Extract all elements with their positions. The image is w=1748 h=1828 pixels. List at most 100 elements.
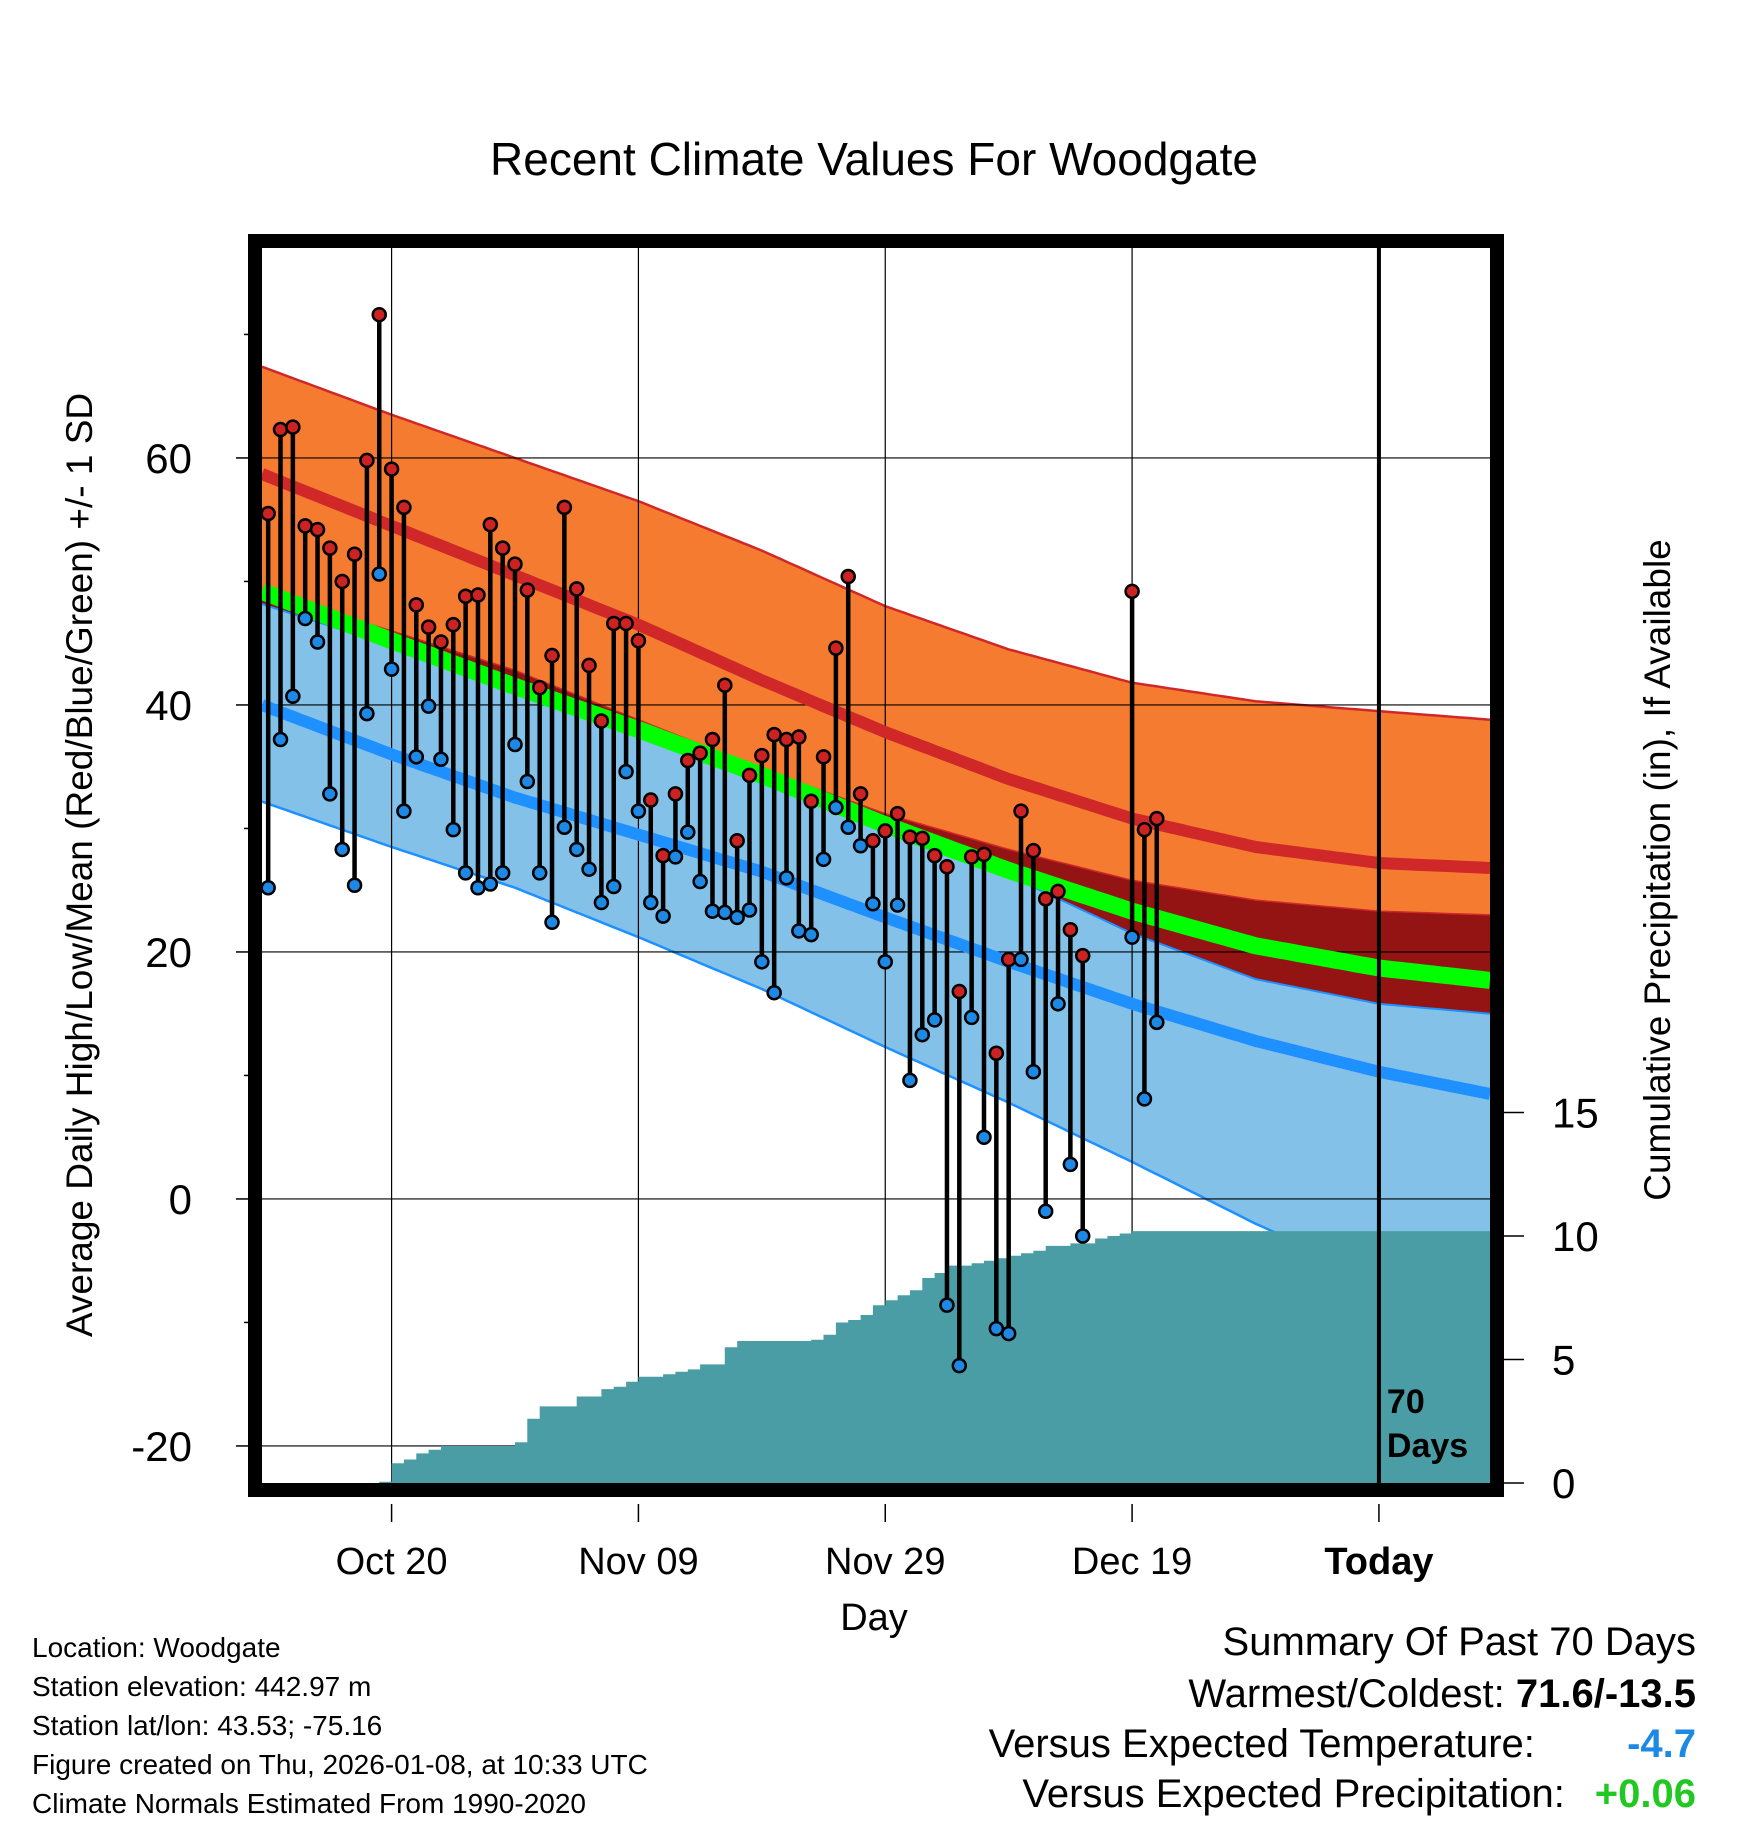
observed-low-point	[877, 954, 894, 970]
observed-low-point	[741, 902, 758, 918]
observed-low-point	[852, 837, 869, 854]
observed-low-point	[1000, 1325, 1017, 1342]
x-tick-label: Nov 09	[578, 1541, 698, 1583]
observed-high-point	[383, 461, 400, 477]
info-location: Location: Woodgate	[32, 1632, 281, 1663]
chart-title: Recent Climate Values For Woodgate	[490, 133, 1258, 185]
observed-low-point	[383, 661, 400, 677]
observed-high-point	[680, 752, 696, 769]
observed-low-point	[519, 773, 536, 790]
observed-low-point	[482, 876, 499, 892]
y2-tick-label: 15	[1552, 1090, 1599, 1137]
observed-low-point	[272, 731, 289, 748]
observed-low-point	[346, 877, 363, 894]
warm-cold-label: Warmest/Coldest:	[1188, 1672, 1505, 1716]
observed-high-point	[791, 729, 807, 745]
observed-low-point	[803, 926, 819, 943]
observed-low-point	[1074, 1228, 1091, 1244]
observed-high-point	[433, 634, 449, 650]
info-elevation: Station elevation: 442.97 m	[32, 1671, 372, 1702]
observed-high-point	[593, 713, 610, 729]
observed-high-point	[951, 983, 968, 1000]
observed-low-point	[704, 903, 721, 919]
plot-frame	[248, 234, 1504, 1497]
observed-high-point	[914, 830, 931, 847]
y-axis-label: Average Daily High/Low/Mean (Red/Blue/Gr…	[59, 393, 100, 1337]
observed-high-point	[1136, 821, 1153, 838]
y-tick-label: 60	[145, 435, 192, 482]
observed-high-point	[630, 632, 647, 649]
vs-temp-value: -4.7	[1627, 1722, 1696, 1766]
observed-high-point	[285, 419, 301, 435]
observed-high-point	[457, 588, 474, 605]
y-tick-label: 0	[169, 1176, 192, 1223]
observed-low-point	[371, 566, 387, 582]
observed-high-point	[729, 833, 745, 849]
observed-low-point	[914, 1026, 931, 1043]
observed-high-point	[297, 518, 313, 534]
observed-low-point	[470, 879, 486, 896]
observed-low-point	[593, 894, 610, 911]
observed-low-point	[494, 865, 511, 881]
observed-low-point	[778, 870, 795, 886]
vs-precip-value: +0.06	[1594, 1772, 1696, 1816]
observed-high-point	[741, 767, 758, 784]
observed-high-point	[877, 823, 894, 839]
observed-high-point	[494, 540, 511, 556]
observed-high-point	[346, 546, 363, 563]
observed-low-point	[815, 851, 832, 868]
observed-low-point	[322, 786, 338, 802]
warm-cold-value: 71.6/-13.5	[1515, 1672, 1696, 1716]
observed-low-point	[1062, 1156, 1079, 1173]
observed-high-point	[359, 452, 375, 469]
observed-low-point	[865, 896, 881, 912]
observed-high-point	[778, 731, 795, 748]
y-tick-label: -20	[131, 1423, 192, 1470]
observed-low-point	[680, 824, 696, 840]
observed-high-point	[531, 679, 548, 696]
observed-low-point	[581, 861, 597, 877]
x-tick-label: Oct 20	[336, 1541, 448, 1583]
observed-low-point	[766, 984, 782, 1001]
observed-high-point	[396, 499, 412, 516]
observed-low-point	[531, 865, 548, 881]
y2-tick-label: 0	[1552, 1460, 1575, 1507]
observed-low-point	[754, 954, 770, 970]
observed-high-point	[692, 745, 708, 761]
observed-high-point	[309, 521, 326, 538]
observed-high-point	[618, 615, 634, 632]
vs-precip-label: Versus Expected Precipitation:	[1022, 1772, 1565, 1816]
observed-low-point	[963, 1009, 980, 1026]
y-tick-label: 40	[145, 682, 192, 729]
observed-high-point	[1013, 803, 1029, 819]
observed-high-point	[889, 805, 906, 822]
observed-high-point	[976, 846, 992, 863]
observed-high-point	[803, 793, 819, 810]
observed-low-point	[902, 1072, 918, 1089]
observed-high-point	[643, 792, 659, 808]
observed-high-point	[507, 556, 523, 572]
observed-high-point	[902, 829, 918, 845]
observed-low-point	[618, 763, 634, 780]
observed-low-point	[630, 803, 647, 819]
observed-low-point	[297, 610, 313, 627]
summary-vs-precip: Versus Expected Precipitation: +0.06	[1022, 1772, 1696, 1817]
observed-high-point	[334, 573, 350, 590]
observed-low-point	[828, 799, 844, 816]
observed-low-point	[692, 873, 708, 890]
observed-low-point	[1037, 1203, 1054, 1220]
observed-low-point	[334, 841, 350, 858]
observed-low-point	[285, 688, 301, 705]
y-tick-label: 20	[145, 929, 192, 976]
observed-low-point	[544, 914, 560, 931]
summary-vs-temp: Versus Expected Temperature: -4.7	[989, 1722, 1696, 1767]
observed-high-point	[852, 786, 869, 802]
observed-low-point	[926, 1012, 943, 1028]
observed-high-point	[1025, 842, 1042, 859]
observed-low-point	[309, 634, 326, 650]
observed-low-point	[396, 803, 412, 819]
observed-high-point	[717, 677, 733, 693]
observed-high-point	[556, 499, 573, 516]
observed-low-point	[445, 821, 462, 838]
info-latlon: Station lat/lon: 43.53; -75.16	[32, 1710, 383, 1741]
